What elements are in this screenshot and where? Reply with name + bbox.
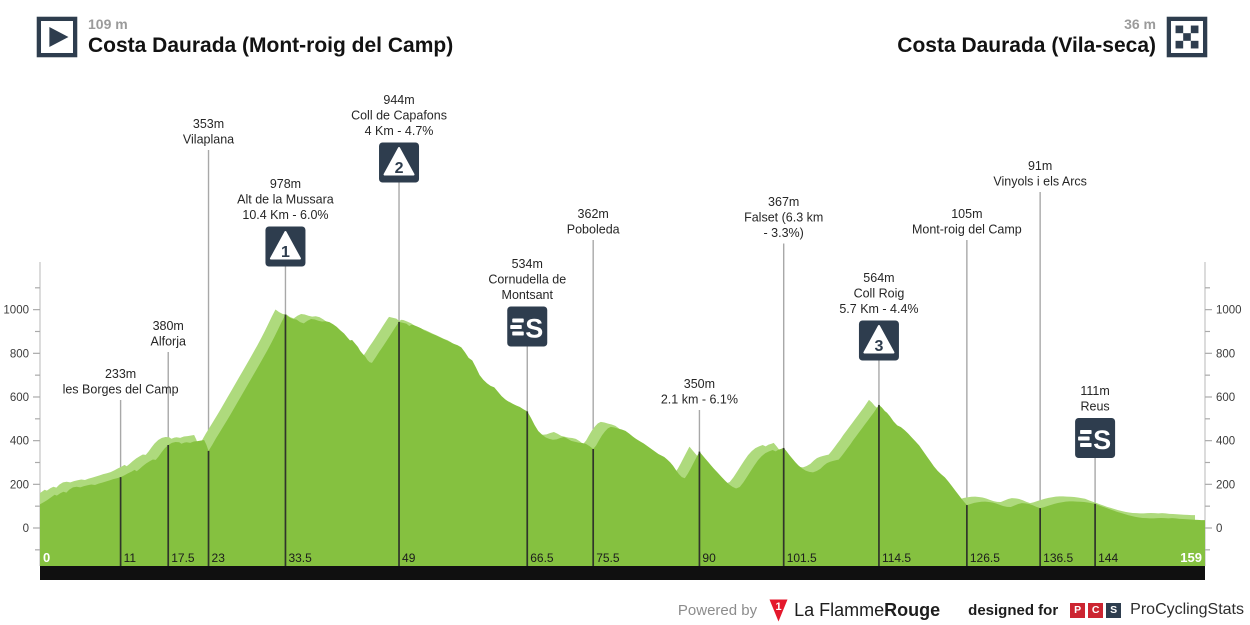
cat2-icon: 2 [379, 142, 420, 183]
marker-label: Alt de la Mussara [237, 193, 334, 207]
svg-text:2: 2 [395, 160, 404, 177]
pcs-logo-link[interactable]: P C S ProCyclingStats [1070, 601, 1244, 619]
marker-label: - 3.3%) [764, 226, 804, 240]
x-tick-label: 101.5 [787, 551, 817, 565]
marker-label: Montsant [502, 288, 554, 302]
x-tick-label: 11 [124, 551, 137, 565]
marker-label: Reus [1081, 400, 1110, 414]
y-tick-label: 0 [23, 523, 29, 535]
x-tick-label: 144 [1098, 551, 1118, 565]
x-tick-label: 49 [402, 551, 416, 565]
y-tick-label: 600 [1216, 392, 1235, 404]
marker-label: 380m [153, 319, 184, 333]
x-tick-label: 90 [702, 551, 716, 565]
marker-label: 91m [1028, 159, 1052, 173]
marker-label: 5.7 Km - 4.4% [839, 302, 918, 316]
finish-elevation: 36 m [1124, 16, 1156, 32]
pcs-logo-s: S [1106, 602, 1122, 618]
marker-label: 367m [768, 195, 799, 209]
marker-label: 111m [1080, 384, 1109, 398]
marker-label: les Borges del Camp [63, 383, 179, 397]
pcs-logo-p: P [1070, 602, 1086, 618]
marker-label: 564m [863, 271, 894, 285]
marker-label: Coll Roig [854, 287, 905, 301]
x-tick-label: 33.5 [288, 551, 312, 565]
marker-label: 978m [270, 177, 301, 191]
elevation-area [40, 314, 1205, 566]
pcs-wordmark: ProCyclingStats [1130, 601, 1244, 618]
lfr-wordmark-bold: Rouge [884, 599, 941, 620]
start-flag-icon [36, 16, 78, 58]
marker-label: Cornudella de [488, 273, 566, 287]
y-tick-label: 800 [10, 348, 29, 360]
footer-credits: Powered by 1 La FlammeRouge designed for… [678, 597, 1244, 623]
y-tick-label: 1000 [1216, 305, 1242, 317]
svg-text:S: S [1093, 425, 1111, 455]
cat3-icon: 3 [858, 320, 899, 361]
marker-label: 362m [578, 207, 609, 221]
marker-label: 105m [951, 207, 982, 221]
distance-bar [40, 566, 1205, 580]
y-tick-label: 0 [1216, 523, 1222, 535]
x-tick-label: 0 [43, 550, 50, 565]
y-tick-label: 400 [10, 436, 29, 448]
start-elevation: 109 m [88, 16, 128, 32]
marker-label: Vinyols i els Arcs [993, 175, 1087, 189]
svg-text:1: 1 [281, 244, 290, 261]
marker-label: Coll de Capafons [351, 109, 447, 123]
y-tick-label: 800 [1216, 348, 1235, 360]
marker-label: 233m [105, 367, 136, 381]
marker-label: 353m [193, 117, 224, 131]
sprint-icon: S [507, 306, 548, 347]
marker-label: 944m [383, 93, 414, 107]
x-tick-label: 66.5 [530, 551, 554, 565]
x-tick-label: 159 [1180, 550, 1202, 565]
y-tick-label: 200 [1216, 479, 1235, 491]
marker-label: 10.4 Km - 6.0% [242, 208, 328, 222]
marker-label: 350m [684, 377, 715, 391]
start-name: Costa Daurada (Mont-roig del Camp) [88, 33, 454, 57]
designed-for-label: designed for [968, 601, 1059, 619]
x-tick-label: 136.5 [1043, 551, 1073, 565]
y-tick-label: 400 [1216, 436, 1235, 448]
x-tick-label: 23 [212, 551, 226, 565]
pcs-logo-c: C [1088, 602, 1104, 618]
y-tick-label: 200 [10, 479, 29, 491]
powered-by-label: Powered by [677, 601, 758, 619]
x-tick-label: 126.5 [970, 551, 1000, 565]
lfr-logo-icon: 1 [769, 599, 788, 621]
lfr-wordmark: La Flamme [794, 599, 885, 620]
svg-text:S: S [525, 314, 543, 344]
finish-location: 36 m Costa Daurada (Vila-seca) [897, 16, 1208, 58]
y-tick-label: 600 [10, 392, 29, 404]
marker-label: Mont-roig del Camp [912, 223, 1022, 237]
marker-label: 4 Km - 4.7% [365, 124, 434, 138]
finish-name: Costa Daurada (Vila-seca) [897, 33, 1156, 57]
stage-profile-chart: 0 200 400 600 800 1000 0 200 400 600 800 1000 0 11 17.… [3, 93, 1242, 580]
lfr-logo-link[interactable]: 1 La FlammeRouge [769, 599, 940, 622]
x-tick-label: 75.5 [596, 551, 620, 565]
x-tick-label: 114.5 [882, 551, 911, 565]
marker-label: Alforja [151, 335, 186, 349]
marker-label: 2.1 km - 6.1% [661, 393, 738, 407]
x-tick-label: 17.5 [171, 551, 195, 565]
cat1-icon: 1 [265, 226, 306, 267]
finish-flag-icon [1166, 16, 1208, 58]
marker-label: Vilaplana [183, 133, 234, 147]
marker-label: Falset (6.3 km [744, 211, 823, 225]
lfr-logo-numeral: 1 [776, 601, 782, 613]
svg-text:3: 3 [874, 338, 883, 355]
marker-label: 534m [512, 257, 543, 271]
start-location: 109 m Costa Daurada (Mont-roig del Camp) [36, 16, 453, 58]
marker-label: Poboleda [567, 223, 620, 237]
sprint-icon: S [1075, 418, 1116, 458]
y-tick-label: 1000 [3, 305, 29, 317]
